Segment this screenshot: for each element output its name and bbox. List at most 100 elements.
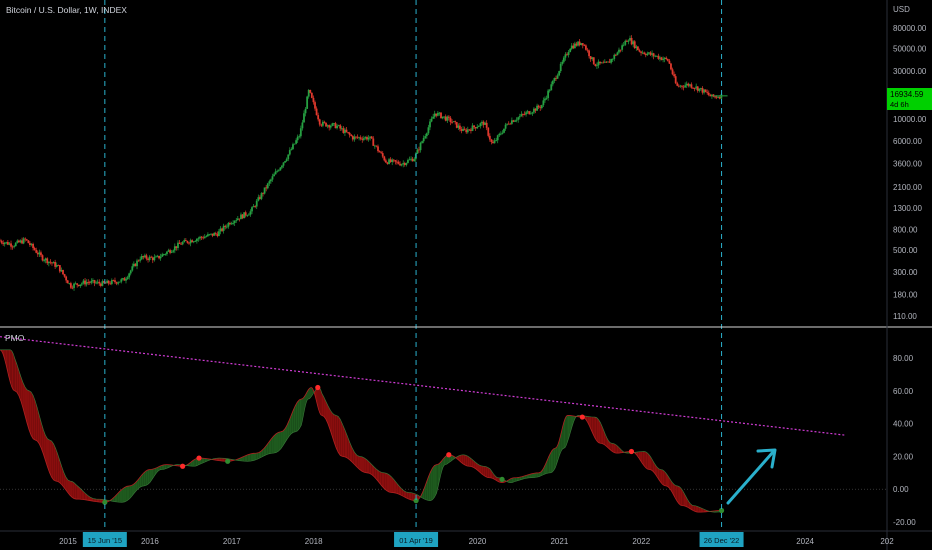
candle-body — [236, 218, 239, 221]
candle-body — [40, 252, 42, 256]
candle-body — [211, 233, 214, 236]
pmo-ribbon-segment — [426, 477, 429, 501]
candle-body — [611, 58, 614, 60]
candle-body — [381, 153, 384, 157]
candle-body — [380, 152, 383, 154]
candle-body — [109, 283, 112, 285]
pmo-ribbon-segment — [141, 472, 144, 487]
candle-body — [655, 55, 658, 57]
pmo-ribbon-segment — [20, 376, 23, 408]
pmo-ribbon-segment — [33, 395, 36, 440]
time-tick-label: 2018 — [305, 537, 323, 546]
chart-title: Bitcoin / U.S. Dollar, 1W, INDEX — [6, 5, 127, 15]
candle-body — [161, 254, 164, 257]
candle-body — [674, 76, 677, 84]
pmo-ribbon-segment — [29, 390, 32, 436]
pmo-ribbon-segment — [513, 477, 515, 483]
candle-body — [654, 55, 657, 57]
pmo-ribbon-segment — [192, 459, 195, 467]
pmo-ribbon-segment — [396, 482, 399, 495]
candle-body — [364, 137, 367, 139]
date-marker-badge — [699, 532, 744, 547]
time-tick-label: 2021 — [550, 537, 568, 546]
pmo-ribbon-segment — [221, 458, 225, 462]
pmo-ribbon-segment — [491, 470, 493, 479]
pmo-ribbon-segment — [672, 482, 675, 496]
candle-body — [570, 45, 573, 49]
pmo-ribbon-segment — [354, 452, 358, 468]
candle-body — [377, 146, 379, 152]
pmo-ribbon-segment — [47, 438, 50, 473]
candle-body — [633, 41, 636, 49]
candle-body — [373, 145, 376, 147]
candle-body — [8, 243, 11, 245]
candle-body — [712, 94, 715, 97]
candle-body — [534, 108, 537, 111]
candle-body — [630, 37, 633, 45]
candle-body — [605, 61, 608, 63]
candle-body — [523, 114, 526, 116]
candle-body — [293, 143, 296, 145]
candle-body — [71, 287, 74, 289]
candle-body — [564, 54, 567, 58]
candle-body — [208, 234, 211, 235]
pmo-ribbon-segment — [591, 416, 594, 435]
candle-body — [136, 260, 138, 267]
pmo-ribbon-segment — [477, 463, 480, 472]
candle-body — [328, 125, 331, 128]
pmo-ribbon-segment — [162, 464, 165, 470]
pmo-ribbon-segment — [45, 435, 48, 467]
pmo-ribbon-segment — [381, 472, 385, 489]
candle-body — [715, 96, 718, 98]
pmo-ribbon-segment — [321, 393, 324, 417]
candle-body — [698, 88, 701, 91]
pmo-ribbon-segment — [332, 412, 335, 443]
candle-body — [104, 282, 107, 284]
candle-body — [539, 107, 542, 109]
candle-body — [688, 84, 691, 86]
pmo-ribbon-segment — [63, 472, 66, 491]
candle-body — [696, 86, 699, 91]
time-tick-label: 202 — [880, 537, 894, 546]
pmo-ribbon-segment — [43, 429, 46, 461]
pmo-indicator — [0, 336, 845, 514]
candle-body — [98, 281, 101, 284]
candle-body — [224, 225, 227, 227]
candle-body — [337, 125, 340, 127]
candle-body — [370, 136, 373, 139]
candle-body — [93, 280, 96, 284]
candle-body — [424, 136, 427, 138]
candle-body — [610, 59, 613, 63]
candle-body — [69, 283, 72, 288]
pmo-ribbon-segment — [598, 419, 601, 444]
candle-body — [295, 140, 298, 144]
pmo-ribbon-segment — [534, 472, 537, 478]
pmo-ribbon-segment — [593, 416, 595, 438]
price-tick-label: 1300.00 — [893, 204, 922, 213]
pmo-ribbon-segment — [135, 480, 138, 492]
candle-body — [58, 265, 61, 272]
pmo-ribbon-segment — [334, 414, 337, 448]
pmo-ribbon-segment — [644, 451, 646, 468]
candle-body — [219, 228, 222, 232]
candle-body — [271, 176, 274, 180]
candle-body — [429, 121, 431, 128]
candle-body — [342, 128, 345, 133]
candle-body — [318, 119, 321, 125]
pmo-ribbon-segment — [436, 464, 438, 494]
candle-body — [304, 108, 307, 114]
pmo-ribbon-segment — [640, 451, 643, 464]
pmo-ribbon-segment — [430, 468, 433, 501]
candle-body — [249, 211, 252, 215]
candle-body — [27, 240, 30, 244]
pmo-ribbon-segment — [139, 475, 142, 488]
candle-body — [155, 256, 157, 258]
pmo-trendline — [0, 336, 845, 436]
time-tick-label: 2024 — [796, 537, 814, 546]
pmo-ribbon-segment — [379, 471, 382, 486]
pmo-ribbon-segment — [497, 477, 499, 482]
candle-body — [676, 83, 679, 86]
candle-body — [347, 132, 349, 133]
candle-body — [273, 174, 275, 177]
